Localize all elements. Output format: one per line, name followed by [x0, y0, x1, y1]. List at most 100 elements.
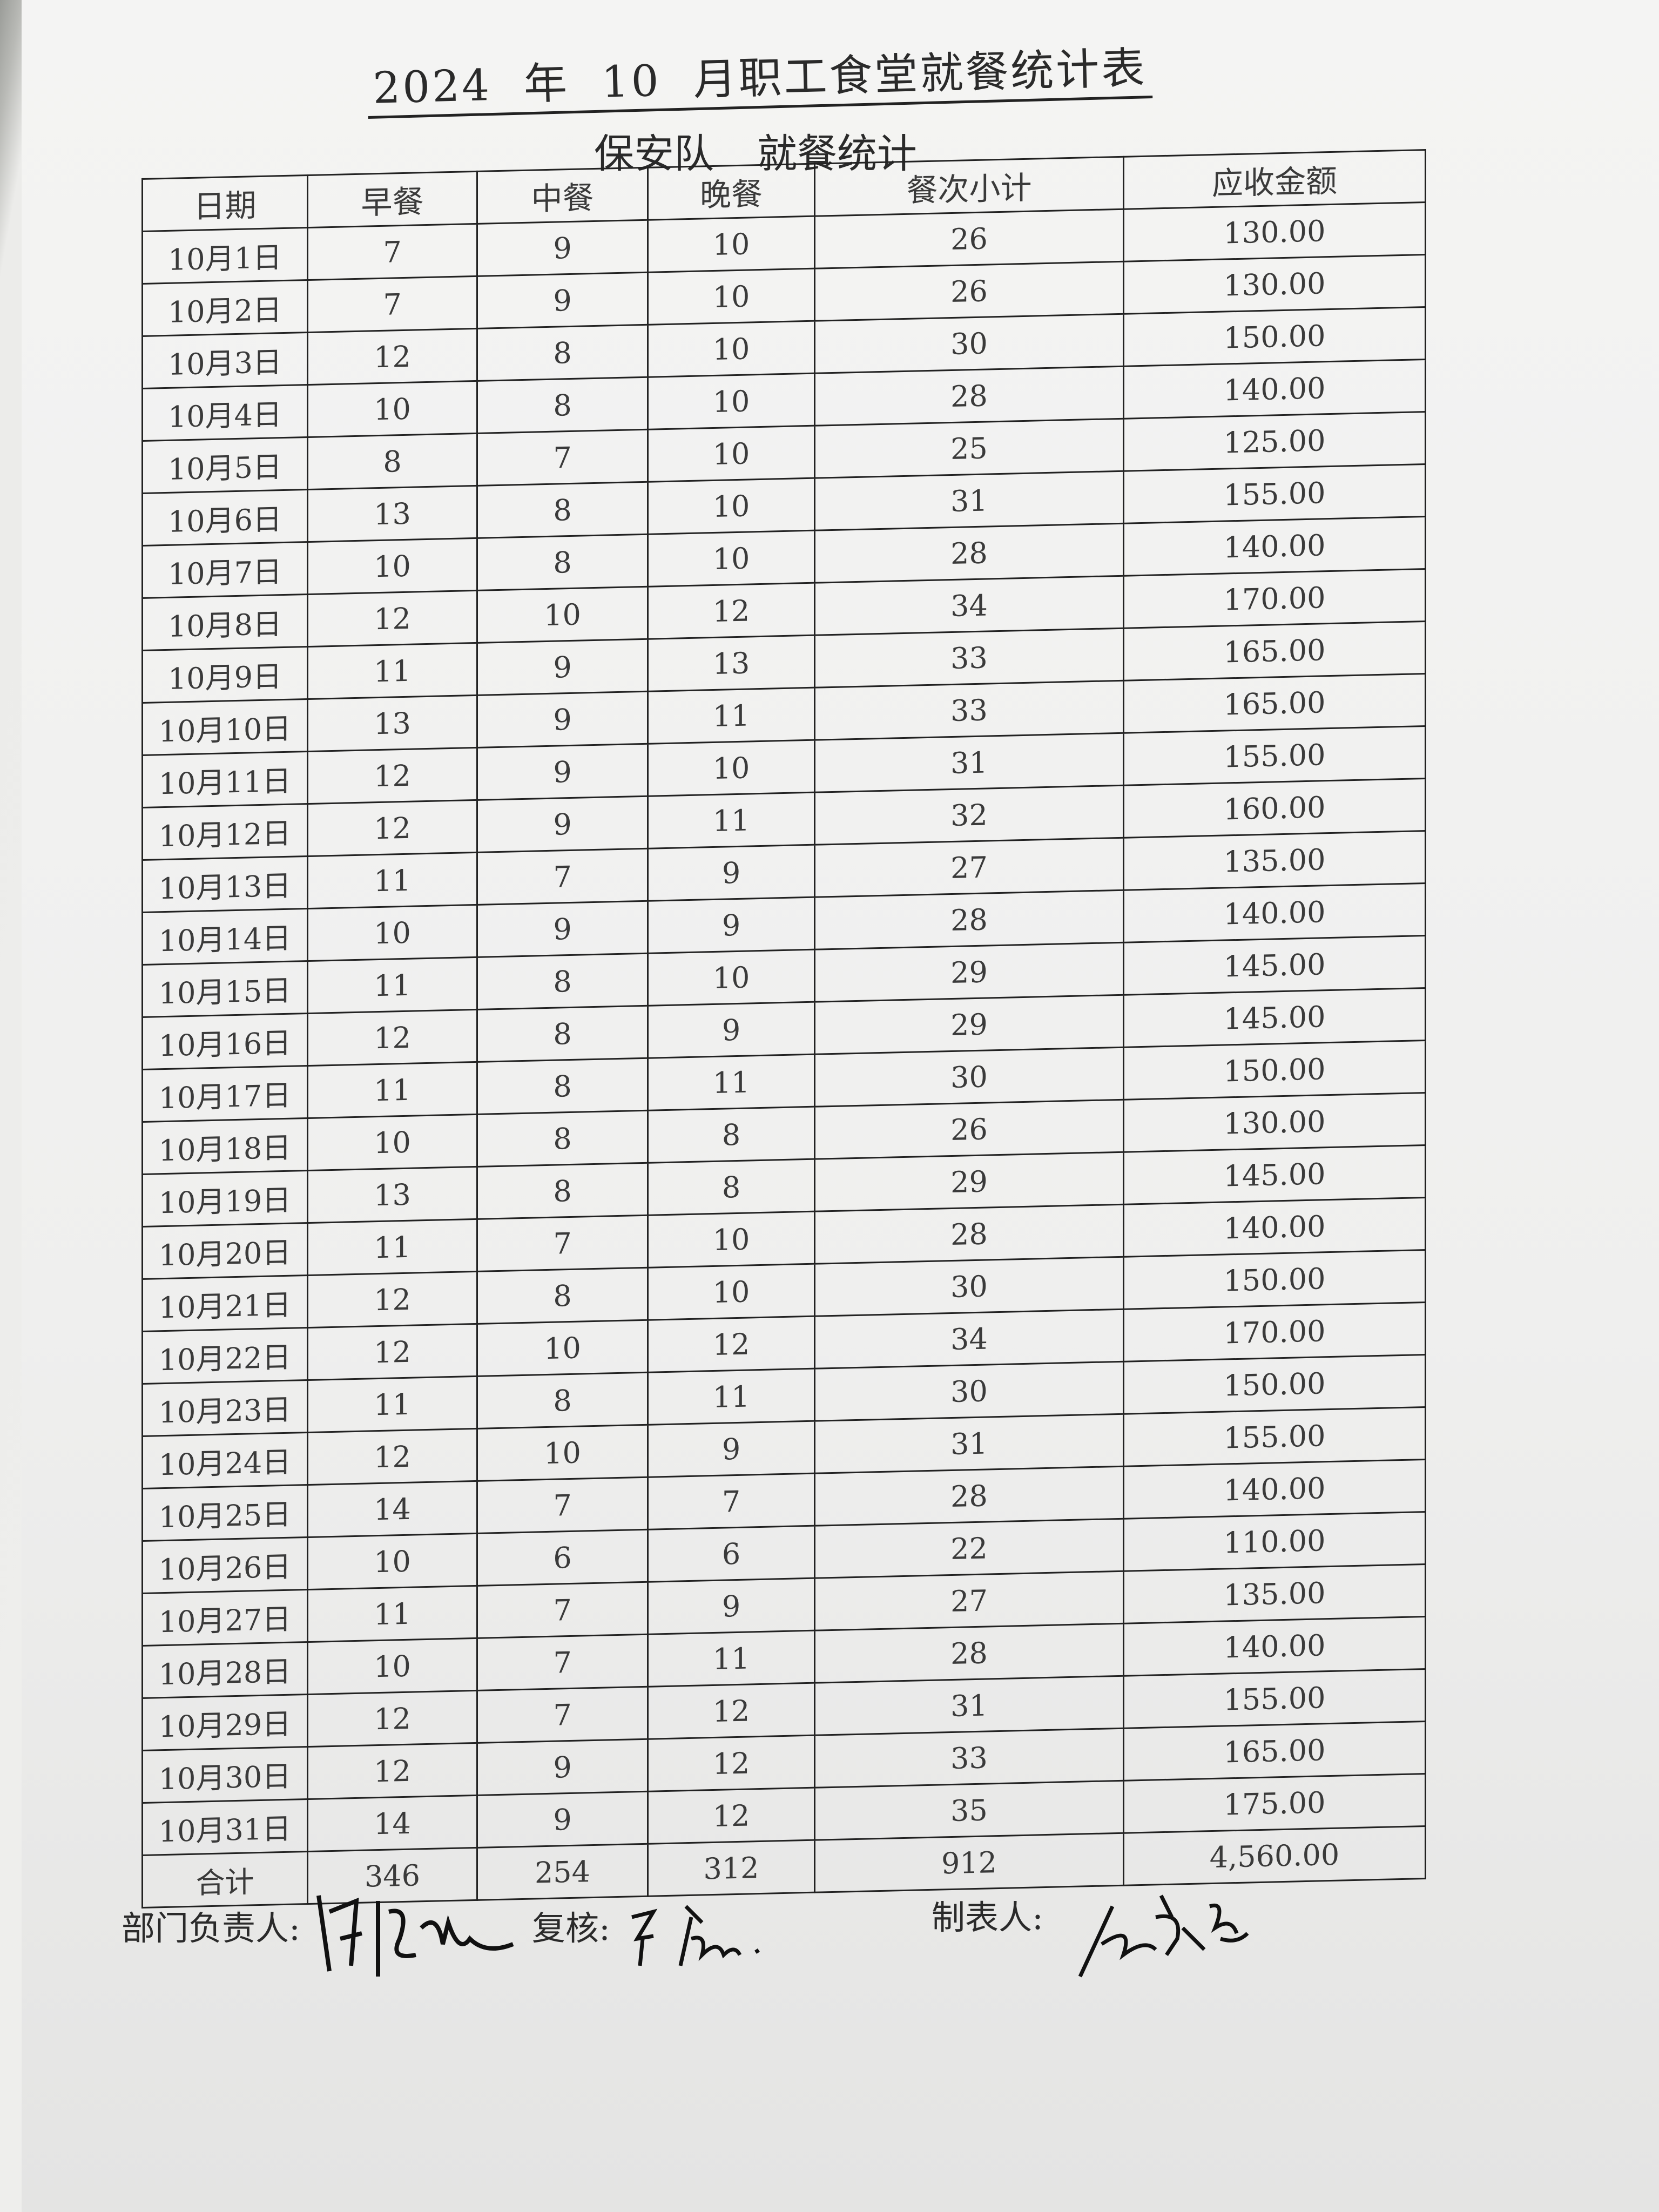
cell-breakfast: 11 — [307, 852, 477, 909]
cell-date: 10月12日 — [142, 804, 308, 860]
cell-amount-due: 145.00 — [1123, 988, 1426, 1048]
cell-dinner: 9 — [648, 1421, 815, 1478]
cell-dinner: 12 — [648, 1316, 815, 1373]
cell-amount-due: 165.00 — [1123, 673, 1426, 733]
cell-amount-due: 155.00 — [1123, 1669, 1426, 1729]
cell-meal-subtotal: 28 — [814, 890, 1124, 950]
cell-lunch: 8 — [477, 1110, 648, 1167]
cell-lunch: 9 — [477, 272, 648, 329]
cell-amount-due: 175.00 — [1123, 1773, 1426, 1833]
cell-amount-due: 165.00 — [1123, 1721, 1426, 1781]
cell-lunch: 7 — [477, 1215, 648, 1272]
cell-meal-subtotal: 28 — [814, 1466, 1124, 1526]
cell-breakfast: 7 — [307, 276, 477, 333]
cell-date: 10月26日 — [142, 1537, 308, 1594]
cell-meal-subtotal: 26 — [814, 1100, 1124, 1159]
cell-date: 10月22日 — [142, 1327, 308, 1384]
cell-breakfast: 14 — [307, 1795, 477, 1852]
cell-date: 10月30日 — [142, 1746, 308, 1803]
cell-breakfast: 10 — [307, 1114, 477, 1171]
cell-date: 10月3日 — [142, 332, 308, 389]
cell-date: 10月8日 — [142, 594, 308, 651]
cell-amount-due: 130.00 — [1123, 254, 1426, 314]
cell-amount-due: 140.00 — [1123, 1616, 1426, 1676]
cell-dinner: 7 — [648, 1473, 815, 1530]
cell-dinner: 8 — [648, 1107, 815, 1163]
cell-lunch: 9 — [477, 1739, 648, 1796]
cell-date: 10月18日 — [142, 1118, 308, 1175]
cell-amount-due: 140.00 — [1123, 1459, 1426, 1519]
cell-date: 10月23日 — [142, 1380, 308, 1437]
document-subtitle: 保安队 就餐统计 — [594, 122, 917, 179]
cell-lunch: 8 — [477, 1006, 648, 1062]
cell-date: 10月1日 — [142, 227, 308, 284]
cell-amount-due: 140.00 — [1123, 1197, 1426, 1257]
cell-meal-subtotal: 33 — [814, 680, 1124, 740]
cell-lunch: 8 — [477, 534, 648, 591]
cell-amount-due: 165.00 — [1123, 621, 1426, 681]
dept-head-signature — [316, 1895, 514, 1977]
cell-dinner: 10 — [648, 321, 815, 377]
cell-dinner: 9 — [648, 897, 815, 954]
header-amount-due: 应收金额 — [1123, 150, 1426, 210]
cell-meal-subtotal: 27 — [814, 838, 1124, 898]
cell-dinner: 10 — [648, 216, 815, 273]
cell-amount-due: 140.00 — [1123, 883, 1426, 943]
cell-dinner: 10 — [648, 478, 815, 535]
cell-dinner: 6 — [648, 1526, 815, 1582]
reviewer-label: 复核: — [532, 1908, 610, 1948]
cell-dinner: 12 — [648, 1788, 815, 1844]
cell-breakfast: 10 — [307, 381, 477, 437]
cell-meal-subtotal: 34 — [814, 576, 1124, 636]
cell-amount-due: 130.00 — [1123, 202, 1426, 262]
cell-breakfast: 12 — [307, 328, 477, 385]
cell-lunch: 7 — [477, 848, 648, 905]
cell-breakfast: 7 — [307, 224, 477, 280]
cell-meal-subtotal: 34 — [814, 1309, 1124, 1369]
cell-dinner: 13 — [648, 635, 815, 692]
cell-amount-due: 140.00 — [1123, 359, 1426, 419]
cell-breakfast: 12 — [307, 1690, 477, 1747]
cell-amount-due: 145.00 — [1123, 1145, 1426, 1205]
cell-meal-subtotal: 22 — [814, 1519, 1124, 1579]
cell-breakfast: 11 — [307, 1586, 477, 1642]
cell-dinner: 12 — [648, 583, 815, 639]
cell-amount-due: 155.00 — [1123, 1407, 1426, 1467]
cell-lunch: 9 — [477, 744, 648, 800]
title-text: 月职工食堂就餐统计表 — [692, 43, 1148, 105]
cell-breakfast: 12 — [307, 747, 477, 804]
cell-breakfast: 12 — [307, 1009, 477, 1066]
cell-meal-subtotal: 30 — [814, 1361, 1124, 1421]
header-dinner: 晚餐 — [648, 164, 815, 220]
header-date: 日期 — [142, 175, 308, 232]
cell-meal-subtotal: 30 — [814, 1257, 1124, 1317]
cell-breakfast: 10 — [307, 538, 477, 595]
cell-date: 10月4日 — [142, 385, 308, 441]
header-meal-subtotal: 餐次小计 — [814, 157, 1124, 217]
cell-dinner: 312 — [648, 1840, 815, 1897]
cell-date: 10月25日 — [142, 1485, 308, 1541]
cell-date: 10月21日 — [142, 1275, 308, 1332]
cell-amount-due: 160.00 — [1123, 778, 1426, 838]
cell-amount-due: 135.00 — [1123, 1564, 1426, 1624]
cell-meal-subtotal: 33 — [814, 1728, 1124, 1788]
cell-date: 10月13日 — [142, 856, 308, 913]
cell-breakfast: 12 — [307, 1428, 477, 1485]
cell-date: 10月10日 — [142, 699, 308, 756]
cell-breakfast: 11 — [307, 643, 477, 699]
cell-meal-subtotal: 30 — [814, 1047, 1124, 1107]
cell-amount-due: 170.00 — [1123, 1302, 1426, 1362]
cell-meal-subtotal: 25 — [814, 419, 1124, 478]
cell-dinner: 10 — [648, 373, 815, 430]
cell-amount-due: 125.00 — [1123, 412, 1426, 471]
cell-date: 10月11日 — [142, 751, 308, 808]
cell-breakfast: 11 — [307, 1219, 477, 1276]
cell-dinner: 9 — [648, 1578, 815, 1635]
cell-meal-subtotal: 33 — [814, 628, 1124, 688]
cell-lunch: 10 — [477, 586, 648, 643]
cell-breakfast: 10 — [307, 1638, 477, 1695]
cell-date: 10月16日 — [142, 1013, 308, 1070]
cell-dinner: 12 — [648, 1735, 815, 1792]
cell-lunch: 9 — [477, 220, 648, 276]
header-lunch: 中餐 — [477, 167, 648, 224]
